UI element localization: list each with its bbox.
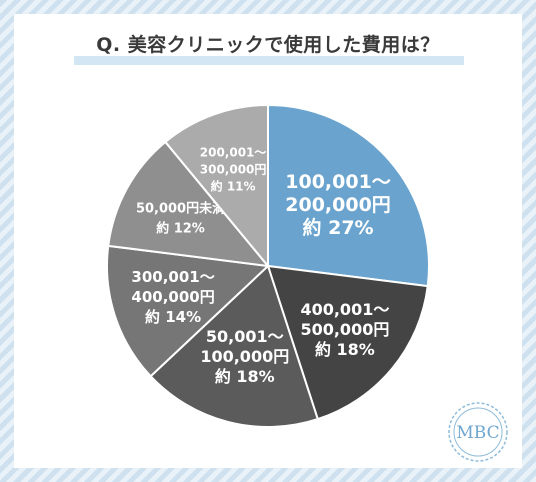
slice-label-line: 400,001～ [300, 300, 389, 319]
slice-label-line: 400,000円 [131, 288, 214, 306]
slice-label-line: 200,000円 [285, 194, 391, 216]
slice-label-line: 約 12% [156, 220, 205, 236]
slice-label-line: 約 18% [215, 367, 275, 386]
chart-title: Q. 美容クリニックで使用した費用は？ [96, 34, 440, 56]
pie-slice [106, 244, 271, 378]
pie-slice [266, 264, 429, 421]
mbc-logo: MBC [448, 402, 508, 462]
slice-label: 400,001～ 500,000円約 18% [300, 300, 389, 359]
slice-label-line: 300,001～ [131, 268, 214, 286]
slice-label-line: 300,000円 [200, 162, 267, 176]
pie-slice [163, 103, 269, 269]
title-underline [74, 56, 464, 65]
slice-label-line: 100,000円 [200, 347, 289, 366]
slice-label: 300,001～ 400,000円約 14% [131, 268, 214, 326]
slice-label: 50,000円未満約 12% [136, 200, 225, 236]
logo-text: MBC [456, 423, 499, 443]
slice-label-line: 約 14% [145, 308, 201, 326]
pie-slice [267, 103, 430, 288]
slice-label-line: 約 27% [302, 216, 373, 239]
slice-label-line: 約 11% [211, 178, 256, 193]
slice-label-line: 500,000円 [300, 320, 389, 339]
slice-label-line: 50,000円未満 [136, 200, 225, 216]
slice-label-line: 50,001～ [206, 327, 284, 346]
slice-label: 50,001～ 100,000円約 18% [200, 327, 289, 386]
slice-label: 200,001～ 300,000円約 11% [200, 145, 267, 193]
slice-label-line: 200,001～ [200, 145, 267, 159]
slice-label-line: 約 18% [315, 340, 375, 359]
slice-label-line: 100,001～ [285, 171, 391, 193]
pie-slice [149, 264, 320, 428]
slice-label: 100,001～ 200,000円約 27% [285, 171, 391, 239]
pie-slice [107, 140, 271, 268]
